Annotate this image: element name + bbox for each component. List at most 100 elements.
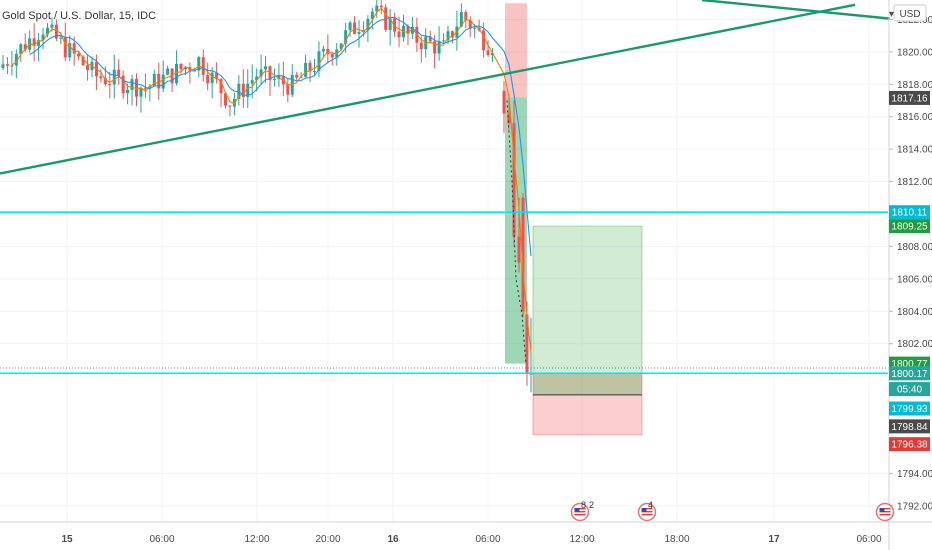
candle-body <box>379 5 383 8</box>
candle-body <box>446 31 450 41</box>
price-badge: 1796.38 <box>889 437 930 452</box>
price-badge-bg <box>889 366 930 381</box>
economic-event-marker[interactable]: 4 <box>637 500 657 522</box>
price-badge-bg <box>889 401 930 416</box>
candle <box>210 67 214 99</box>
candle-body <box>126 89 130 94</box>
candle-body <box>512 123 516 237</box>
candle-body <box>397 31 401 38</box>
candle <box>161 60 165 93</box>
candle-body <box>81 56 85 66</box>
candle-body <box>201 57 205 75</box>
economic-event-marker-edge[interactable] <box>875 502 895 522</box>
candle-body <box>197 57 201 71</box>
us-flag-stripe <box>641 514 653 516</box>
us-flag-canton <box>574 508 580 512</box>
drawn-lines[interactable] <box>0 0 891 375</box>
candle-body <box>241 83 245 97</box>
candle <box>326 34 330 64</box>
candle <box>357 20 361 48</box>
candle <box>117 59 121 85</box>
price-badge-bg <box>889 419 930 434</box>
candles-layer <box>1 0 533 393</box>
moving-averages <box>11 7 532 353</box>
candle <box>304 54 308 78</box>
candle <box>308 59 312 83</box>
us-flag-stripe <box>574 511 586 513</box>
candle-body <box>41 34 45 41</box>
candle <box>321 46 325 57</box>
us-flag-canton <box>879 508 885 512</box>
candle-body <box>344 30 348 44</box>
candle-body <box>139 87 143 97</box>
candle-body <box>112 69 116 85</box>
candle <box>14 49 18 79</box>
candle <box>143 73 147 99</box>
candle-body <box>5 64 9 66</box>
candle-body <box>210 72 214 84</box>
candle-body <box>268 66 272 81</box>
price-badge-label: 1817.16 <box>891 93 928 104</box>
price-badge: 05:40 <box>889 382 930 397</box>
candle-body <box>442 40 446 42</box>
candle-body <box>59 37 63 39</box>
price-badge: 1799.93 <box>889 401 930 416</box>
candle-body <box>321 48 325 52</box>
x-tick-label: 12:00 <box>244 534 269 545</box>
x-tick-label: 20:00 <box>315 534 340 545</box>
candle <box>379 0 383 14</box>
candle-body <box>108 84 112 86</box>
candle-body <box>450 31 454 38</box>
candle-body <box>255 76 259 81</box>
candle <box>446 25 450 45</box>
candle <box>157 62 161 100</box>
candle <box>366 15 370 43</box>
candle-body <box>121 75 125 94</box>
y-tick-label: 1802.00 <box>897 339 932 350</box>
price-badge-label: 1796.38 <box>891 440 928 451</box>
candle-body <box>246 83 250 97</box>
candle-body <box>161 74 165 89</box>
us-flag-canton <box>641 508 647 512</box>
candle <box>86 54 90 81</box>
candle-body <box>370 11 374 19</box>
candle <box>5 57 9 75</box>
us-flag-stripe <box>574 514 586 516</box>
candle-body <box>103 78 107 85</box>
y-tick-label: 1794.00 <box>897 469 932 480</box>
ma-slow-line <box>29 16 532 257</box>
candle <box>68 35 72 62</box>
event-extra-count: 2 <box>589 500 594 510</box>
y-tick-label: 1808.00 <box>897 242 932 253</box>
candle <box>502 81 506 133</box>
candle <box>188 62 192 84</box>
candle-body <box>464 11 468 21</box>
x-tick-label: 15 <box>61 534 73 545</box>
candle-body <box>428 36 432 42</box>
candle <box>77 51 81 61</box>
candle-body <box>491 53 494 56</box>
price-badge: 1817.16 <box>889 90 930 105</box>
candle-body <box>19 44 23 54</box>
us-flag-stripe <box>879 514 891 516</box>
candle-body <box>406 26 410 34</box>
candle <box>402 14 405 42</box>
candle <box>99 69 103 83</box>
candle <box>250 64 254 99</box>
candle-body <box>63 37 67 58</box>
candle-body <box>183 67 187 70</box>
candle <box>529 317 533 393</box>
y-tick-label: 1812.00 <box>897 177 932 188</box>
price-badge-label: 1799.93 <box>891 404 928 415</box>
candle-body <box>419 42 423 50</box>
us-flag-stripe <box>879 511 891 513</box>
candle-body <box>317 51 321 71</box>
grid-layer <box>0 0 888 522</box>
candle-body <box>437 41 441 54</box>
candle <box>459 3 463 28</box>
candle-body <box>215 72 219 80</box>
stop-zone-previous <box>505 3 527 98</box>
